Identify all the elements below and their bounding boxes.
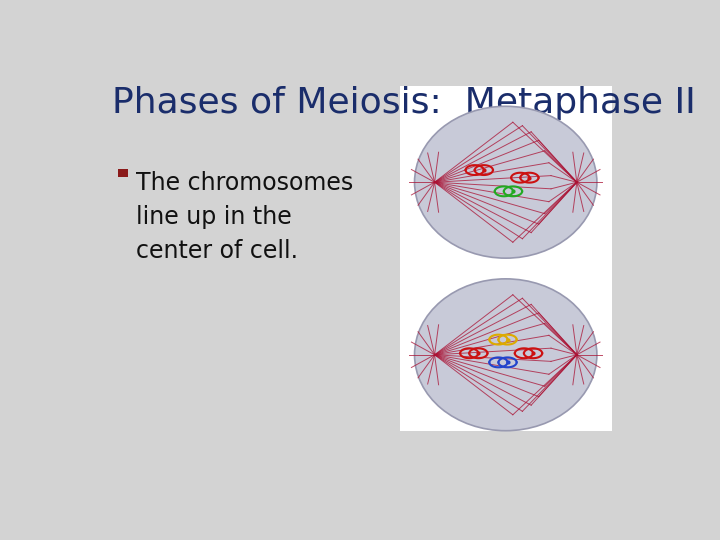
FancyBboxPatch shape (400, 85, 612, 431)
Text: Phases of Meiosis:  Metaphase II: Phases of Meiosis: Metaphase II (112, 85, 696, 119)
Text: center of cell.: center of cell. (136, 239, 298, 263)
Ellipse shape (415, 106, 597, 258)
FancyBboxPatch shape (118, 169, 128, 177)
Text: line up in the: line up in the (136, 205, 292, 229)
Text: The chromosomes: The chromosomes (136, 171, 354, 195)
Ellipse shape (415, 279, 597, 431)
